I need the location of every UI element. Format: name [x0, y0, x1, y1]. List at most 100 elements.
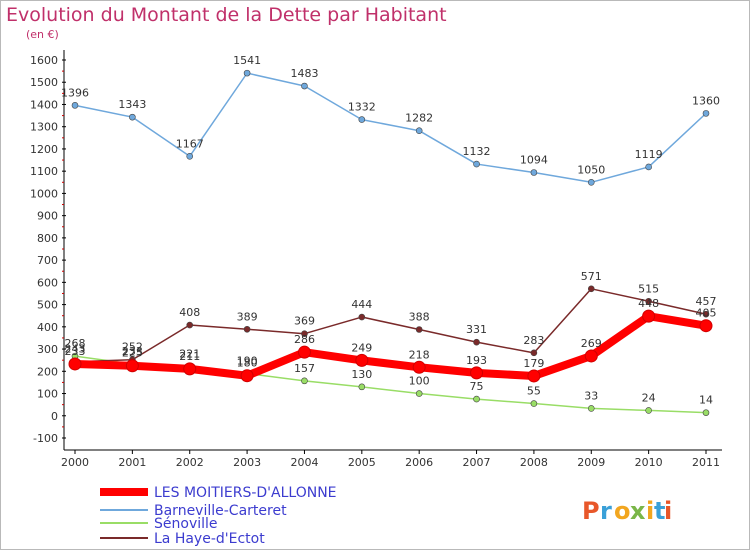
- x-tick-label: 2008: [520, 456, 548, 469]
- legend-entry: LES MOITIERS-D'ALLONNE: [154, 485, 337, 501]
- x-tick-label: 2007: [463, 456, 491, 469]
- series-line-0: [71, 312, 710, 380]
- data-label: 243: [65, 343, 86, 356]
- y-tick-label: 900: [37, 210, 58, 223]
- data-label: 369: [294, 315, 315, 328]
- x-tick-label: 2001: [118, 456, 146, 469]
- legend-entry: La Haye-d'Ectot: [154, 531, 265, 547]
- data-label: 225: [122, 347, 143, 360]
- data-point: [183, 362, 197, 376]
- logo-letter: t: [654, 497, 665, 525]
- logo-letter: r: [600, 497, 612, 525]
- data-point: [240, 369, 254, 383]
- logo-letter: i: [646, 497, 654, 525]
- data-label: 193: [466, 354, 487, 367]
- data-label: 331: [466, 323, 487, 336]
- data-point: [412, 360, 426, 374]
- data-label: 1167: [176, 137, 204, 150]
- data-label: 405: [696, 307, 717, 320]
- data-label: 408: [179, 306, 200, 319]
- x-tick-label: 2000: [61, 456, 89, 469]
- data-point: [702, 310, 710, 318]
- data-label: 24: [642, 391, 656, 404]
- data-point: [702, 110, 710, 117]
- x-tick-label: 2002: [176, 456, 204, 469]
- data-label: 14: [699, 394, 713, 407]
- data-point: [473, 395, 480, 403]
- data-label: 1094: [520, 154, 548, 167]
- data-label: 233: [65, 345, 86, 358]
- data-point: [129, 113, 136, 121]
- data-point: [186, 321, 194, 329]
- y-tick-label: 1600: [30, 54, 58, 67]
- y-tick-label: 800: [37, 232, 58, 245]
- data-label: 457: [696, 295, 717, 308]
- data-point: [243, 325, 251, 333]
- data-label: 283: [523, 334, 544, 347]
- data-point: [587, 285, 595, 293]
- y-tick-label: 0: [51, 410, 58, 423]
- logo-letter: o: [614, 497, 631, 525]
- data-point: [530, 169, 538, 176]
- data-point: [301, 82, 308, 90]
- data-label: 1396: [61, 86, 89, 99]
- data-point: [527, 369, 541, 383]
- data-point: [645, 297, 652, 305]
- data-point: [125, 359, 139, 373]
- data-label: 33: [584, 389, 598, 402]
- data-point: [415, 127, 423, 135]
- data-point: [415, 326, 423, 333]
- logo-letter: x: [630, 497, 646, 525]
- y-tick-label: 1200: [30, 143, 58, 156]
- x-tick-label: 2003: [233, 456, 261, 469]
- y-tick-label: 1000: [30, 187, 58, 200]
- legend-entry: Barneville-Carteret: [154, 503, 287, 519]
- data-point: [584, 349, 598, 363]
- data-label: 268: [65, 337, 86, 350]
- data-point: [358, 116, 366, 123]
- data-label: 1282: [405, 112, 433, 125]
- data-point: [699, 319, 713, 333]
- data-point: [530, 349, 538, 357]
- data-label: 218: [409, 348, 430, 361]
- y-tick-label: 200: [37, 365, 58, 378]
- data-point: [358, 313, 366, 321]
- x-tick-label: 2005: [348, 456, 376, 469]
- data-label: 571: [581, 270, 602, 283]
- data-label: 389: [237, 310, 258, 323]
- x-tick-label: 2009: [577, 456, 605, 469]
- data-point: [186, 152, 194, 160]
- y-tick-label: 1100: [30, 165, 58, 178]
- data-point: [71, 102, 79, 109]
- data-label: 1360: [692, 94, 720, 107]
- data-label: 448: [638, 297, 659, 310]
- y-tick-label: 300: [37, 343, 58, 356]
- data-label: 1541: [233, 54, 261, 67]
- data-point: [587, 405, 595, 412]
- logo-letter: P: [582, 497, 600, 525]
- legend-entry: Sénoville: [154, 516, 218, 532]
- data-point: [68, 357, 82, 371]
- y-tick-label: 1400: [30, 98, 58, 111]
- y-tick-label: 400: [37, 321, 58, 334]
- data-label: 157: [294, 362, 315, 375]
- y-tick-label: -100: [33, 432, 58, 445]
- data-label: 1132: [463, 145, 491, 158]
- data-label: 221: [179, 348, 200, 361]
- data-label: 180: [237, 357, 258, 370]
- data-point: [587, 178, 595, 186]
- data-label: 1483: [290, 67, 318, 80]
- data-label: 1050: [577, 163, 605, 176]
- data-point: [473, 160, 480, 168]
- y-tick-label: 1300: [30, 121, 58, 134]
- data-label: 269: [581, 337, 602, 350]
- data-label: 1343: [118, 98, 146, 111]
- data-point: [645, 163, 652, 171]
- x-tick-label: 2004: [290, 456, 318, 469]
- logo-letter: i: [664, 497, 672, 525]
- data-point: [702, 409, 710, 416]
- data-point: [301, 377, 308, 385]
- data-label: 179: [523, 357, 544, 370]
